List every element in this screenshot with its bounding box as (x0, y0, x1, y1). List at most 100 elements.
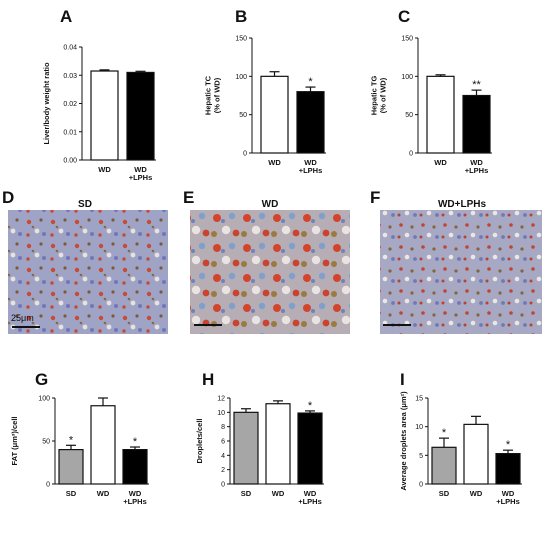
bar-wd-lphs (495, 453, 521, 485)
significance-marker: ** (472, 79, 481, 91)
bar-wd (426, 75, 455, 154)
y-axis-label: Hepatic TC (204, 75, 213, 115)
micrograph-wdlphs-image (380, 210, 542, 334)
panel-letter-g: G (35, 370, 48, 389)
scale-bar-label: 25μm (11, 313, 34, 323)
significance-marker: * (506, 439, 511, 451)
bar-wd (90, 405, 116, 485)
y-tick-label: 100 (401, 74, 413, 81)
panel-letter-a: A (60, 7, 72, 26)
x-tick-label: WD (470, 158, 483, 167)
micrograph-title-wdlphs: WD+LPHs (438, 199, 487, 210)
y-tick-label: 150 (401, 36, 413, 43)
panel-letter-e: E (183, 188, 194, 207)
x-tick-label: WD (502, 489, 515, 498)
micrograph-sd-image (8, 210, 168, 334)
y-tick-label: 0 (221, 482, 225, 489)
y-axis-label: (% of WD) (213, 77, 222, 113)
significance-marker: * (308, 76, 313, 88)
x-tick-label: +LPHs (123, 497, 147, 506)
y-tick-label: 0 (243, 151, 247, 158)
y-tick-label: 0 (46, 482, 50, 489)
y-tick-label: 10 (217, 410, 225, 417)
bar-wd-lphs (462, 94, 491, 154)
x-tick-label: SD (241, 489, 252, 498)
x-tick-label: SD (66, 489, 77, 498)
panel-letter-d: D (2, 188, 14, 207)
panel-letters-top: A B C (60, 7, 410, 26)
x-tick-label: +LPHs (298, 497, 322, 506)
panel-letter-h: H (202, 370, 214, 389)
panel-letter-f: F (370, 188, 380, 207)
y-tick-label: 0 (419, 482, 423, 489)
y-axis-label: (% of WD) (379, 77, 388, 113)
y-tick-label: 4 (221, 453, 225, 460)
bar-wd-lphs (296, 91, 325, 154)
panel-letter-b: B (235, 7, 247, 26)
significance-marker: * (308, 400, 313, 412)
x-tick-label: WD (434, 158, 447, 167)
y-tick-label: 0.00 (63, 158, 77, 165)
y-tick-label: 10 (415, 424, 423, 431)
y-axis-label: Hepatic TG (370, 76, 379, 116)
bar-wd (265, 403, 291, 485)
y-axis-label: Liver/body weight ratio (42, 62, 51, 145)
micrograph-title-wd: WD (262, 199, 279, 210)
x-tick-label: SD (439, 489, 450, 498)
x-tick-label: +LPHs (129, 173, 153, 182)
micrograph-row: D SD 25μm E WD F WD+LPHs (2, 188, 542, 334)
chart-i: I 0 5 10 15 Average droplets area (μm²) * SD WD *… (399, 370, 522, 506)
y-axis-label: Average droplets area (μm²) (399, 391, 408, 491)
x-tick-label: WD (268, 158, 281, 167)
x-tick-label: WD (272, 489, 285, 498)
micrograph-title-sd: SD (78, 199, 92, 210)
significance-marker: * (133, 436, 138, 448)
y-tick-label: 50 (42, 439, 50, 446)
x-tick-label: +LPHs (299, 166, 323, 175)
bar-charts: 0.00 0.01 0.02 0.03 0.04 Liver/body weight ra… (10, 36, 522, 506)
y-tick-label: 2 (221, 467, 225, 474)
chart-a: 0.00 0.01 0.02 0.03 0.04 Liver/body weight ra… (42, 45, 156, 182)
bar-sd (431, 446, 457, 485)
significance-marker: * (442, 427, 447, 439)
y-tick-label: 150 (235, 36, 247, 43)
y-tick-label: 0.03 (63, 73, 77, 80)
y-tick-label: 6 (221, 439, 225, 446)
y-tick-label: 0.04 (63, 45, 77, 52)
y-tick-label: 8 (221, 424, 225, 431)
y-tick-label: 100 (38, 396, 50, 403)
y-tick-label: 5 (419, 453, 423, 460)
x-tick-label: +LPHs (496, 497, 520, 506)
y-tick-label: 0 (409, 151, 413, 158)
x-tick-label: WD (97, 489, 110, 498)
x-tick-label: WD (98, 165, 111, 174)
significance-marker: * (69, 434, 74, 446)
y-tick-label: 15 (415, 396, 423, 403)
y-tick-label: 50 (405, 112, 413, 119)
x-tick-label: WD (470, 489, 483, 498)
bar-wd (90, 70, 119, 161)
x-tick-label: WD (129, 489, 142, 498)
x-tick-label: WD (304, 489, 317, 498)
x-tick-label: +LPHs (465, 166, 489, 175)
x-tick-label: WD (304, 158, 317, 167)
panel-letter-c: C (398, 7, 410, 26)
bar-wd-lphs (297, 412, 323, 485)
y-axis-label: FAT (μm³)/cell (10, 416, 19, 465)
y-axis-label: Droplets/cell (195, 418, 204, 463)
y-tick-label: 0.02 (63, 101, 77, 108)
bar-wd (260, 75, 289, 154)
micrograph-wd-image (190, 210, 350, 334)
y-tick-label: 12 (217, 396, 225, 403)
bar-sd (233, 411, 259, 485)
y-tick-label: 0.01 (63, 129, 77, 136)
bar-wd (463, 423, 489, 485)
bar-wd-lphs (126, 71, 155, 161)
panel-letter-i: I (400, 370, 405, 389)
bar-wd-lphs (122, 449, 148, 485)
